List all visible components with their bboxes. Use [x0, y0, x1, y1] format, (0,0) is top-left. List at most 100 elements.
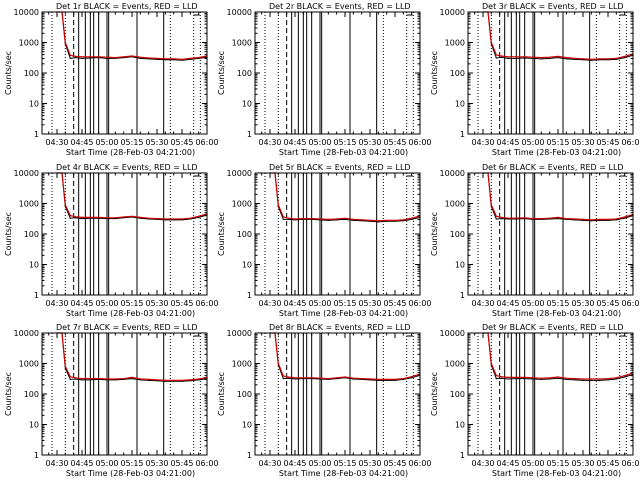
panel-6-series-1-point-4 — [500, 216, 502, 218]
panel-5-series-0-point-4 — [287, 218, 289, 220]
panel-5-x-tick-label-2: 05:00 — [308, 299, 331, 308]
panel-8-series-0-point-3 — [282, 378, 284, 380]
panel-3-series-1-point-19 — [624, 55, 626, 58]
panel-3: Det 3r BLACK = Events, RED = LLD Counts/s… — [430, 2, 640, 157]
panel-9-title: Det 9r BLACK = Events, RED = LLD — [482, 323, 624, 332]
panel-3-series-0-point-4 — [500, 56, 502, 58]
panel-3-series-1-point-15 — [590, 58, 592, 61]
panel-9-series-0-point-16 — [599, 379, 601, 381]
panel-1-series-1-point-12 — [139, 56, 141, 58]
panel-2-title: Det 2r BLACK = Events, RED = LLD — [269, 2, 411, 11]
panel-2-y-axis-label: Counts/sec — [217, 51, 226, 95]
panel-6-series-1-point-10 — [549, 217, 551, 219]
panel-5-x-tick-label-6: 06:00 — [408, 299, 431, 308]
panel-3-series-1-point-8 — [532, 56, 534, 58]
panel-3-series-0-point-12 — [565, 58, 567, 60]
panel-6-series-0-point-14 — [582, 219, 584, 221]
panel-8-series-1-point-7 — [311, 377, 313, 379]
panel-7-y-tick-label-4: 10000 — [14, 329, 39, 338]
panel-6-series-1-point-5 — [507, 217, 509, 219]
panel-3-series-1-point-10 — [549, 56, 551, 58]
panel-2-y-tick-label-4: 10000 — [227, 8, 252, 17]
panel-5-series-0-point-5 — [294, 219, 296, 221]
panel-7-series-0-point-4 — [74, 378, 76, 380]
panel-1-series-1-point-16 — [173, 58, 175, 60]
panel-1-x-tick-label-0: 04:30 — [45, 138, 68, 147]
panel-8-series-0-point-17 — [394, 379, 396, 381]
panel-3-series-1-point-13 — [574, 57, 576, 60]
panel-6-series-0-point-16 — [599, 219, 601, 221]
panel-1-y-tick-label-3: 1000 — [19, 39, 39, 48]
panel-5-series-1-point-7 — [311, 218, 313, 220]
panel-3-series-1-point-3 — [495, 54, 497, 56]
panel-8-x-tick-label-0: 04:30 — [258, 459, 281, 468]
panel-9-series-1-point-16 — [599, 378, 601, 380]
panel-9-series-0-point-17 — [607, 379, 609, 381]
panel-2-x-tick-label-4: 05:30 — [358, 138, 381, 147]
panel-1-series-1-point-5 — [81, 56, 83, 58]
panel-8-x-tick-label-4: 05:30 — [358, 459, 381, 468]
panel-7-series-1-point-10 — [123, 378, 125, 380]
panel-1-x-tick-label-6: 06:00 — [195, 138, 218, 147]
panel-9-series-1-point-2 — [490, 362, 492, 365]
panel-3-series-0-point-15 — [590, 59, 592, 61]
panel-8-series-1-point-8 — [319, 377, 321, 379]
panel-5-series-1-point-10 — [336, 218, 338, 220]
panel-5-series-0-point-19 — [411, 218, 413, 220]
panel-6-y-tick-label-4: 10000 — [440, 169, 465, 178]
panel-5-series-1-point-18 — [402, 219, 404, 221]
panel-8-series-1-point-16 — [386, 378, 388, 380]
panel-5-series-1-point-4 — [287, 217, 289, 219]
panel-9-y-tick-label-3: 1000 — [445, 360, 465, 369]
panel-7-series-1-point-6 — [89, 378, 91, 380]
panel-6-plot-frame — [467, 172, 634, 296]
panel-7-x-axis-label: Start Time (28-Feb-03 04:21:00) — [66, 469, 195, 478]
panel-9-series-1-point-12 — [565, 377, 567, 379]
panel-9-series-1-point-4 — [500, 376, 502, 378]
panel-9-y-tick-label-0: 1 — [460, 451, 465, 460]
panel-5-plot-frame — [254, 172, 421, 296]
panel-9-series-0-point-10 — [549, 378, 551, 380]
panel-7-series-1-point-15 — [164, 379, 166, 381]
panel-1-series-1-point-11 — [131, 55, 133, 57]
panel-9-x-tick-label-3: 05:15 — [546, 459, 569, 468]
panel-5-series-1-point-17 — [394, 219, 396, 221]
panel-3-series-0-point-9 — [540, 58, 542, 60]
panel-1-series-1-point-17 — [181, 58, 183, 61]
panel-7-x-tick-label-2: 05:00 — [95, 459, 118, 468]
panel-9-series-0-point-18 — [615, 378, 617, 380]
panel-8-y-tick-label-4: 10000 — [227, 329, 252, 338]
panel-9-series-1-line — [483, 332, 634, 380]
panel-6-x-tick-label-1: 04:45 — [496, 299, 519, 308]
panel-8-x-tick-label-3: 05:15 — [333, 459, 356, 468]
panel-5-title: Det 5r BLACK = Events, RED = LLD — [269, 163, 411, 172]
panel-6-series-1-point-13 — [574, 218, 576, 220]
panel-5-series-0-point-12 — [352, 219, 354, 221]
panel-6-x-tick-label-4: 05:30 — [571, 299, 594, 308]
panel-8-series-1-point-11 — [344, 376, 346, 378]
panel-5-series-1-point-15 — [377, 220, 379, 222]
panel-9-x-tick-label-0: 04:30 — [471, 459, 494, 468]
panel-7-series-0-point-6 — [89, 379, 91, 381]
panel-3-x-tick-label-0: 04:30 — [471, 138, 494, 147]
panel-7-plot-frame — [41, 332, 208, 456]
panel-5-x-tick-label-1: 04:45 — [283, 299, 306, 308]
panel-3-series-0-point-5 — [507, 57, 509, 60]
panel-8-series-1-point-2 — [277, 362, 279, 365]
panel-6-series-1-point-2 — [490, 204, 492, 206]
panel-4-series-1-point-18 — [189, 217, 191, 219]
panel-1-y-tick-label-0: 1 — [34, 130, 39, 139]
panel-6-series-1-point-12 — [565, 218, 567, 220]
panel-5-x-tick-label-5: 05:45 — [383, 299, 406, 308]
panel-7-series-0-line — [57, 332, 208, 382]
panel-6-series-0-point-4 — [500, 218, 502, 220]
panel-1-y-tick-label-2: 100 — [24, 69, 39, 78]
panel-7-y-axis-label: Counts/sec — [4, 372, 13, 416]
panel-3-series-1-point-17 — [607, 58, 609, 60]
panel-4-series-1-line — [57, 172, 208, 220]
panel-9-series-1-point-10 — [549, 377, 551, 379]
panel-4-series-1-point-8 — [106, 217, 108, 219]
panel-7-series-1-point-17 — [181, 379, 183, 381]
panel-8-series-0-point-16 — [386, 379, 388, 381]
panel-7-series-1-point-5 — [81, 378, 83, 380]
